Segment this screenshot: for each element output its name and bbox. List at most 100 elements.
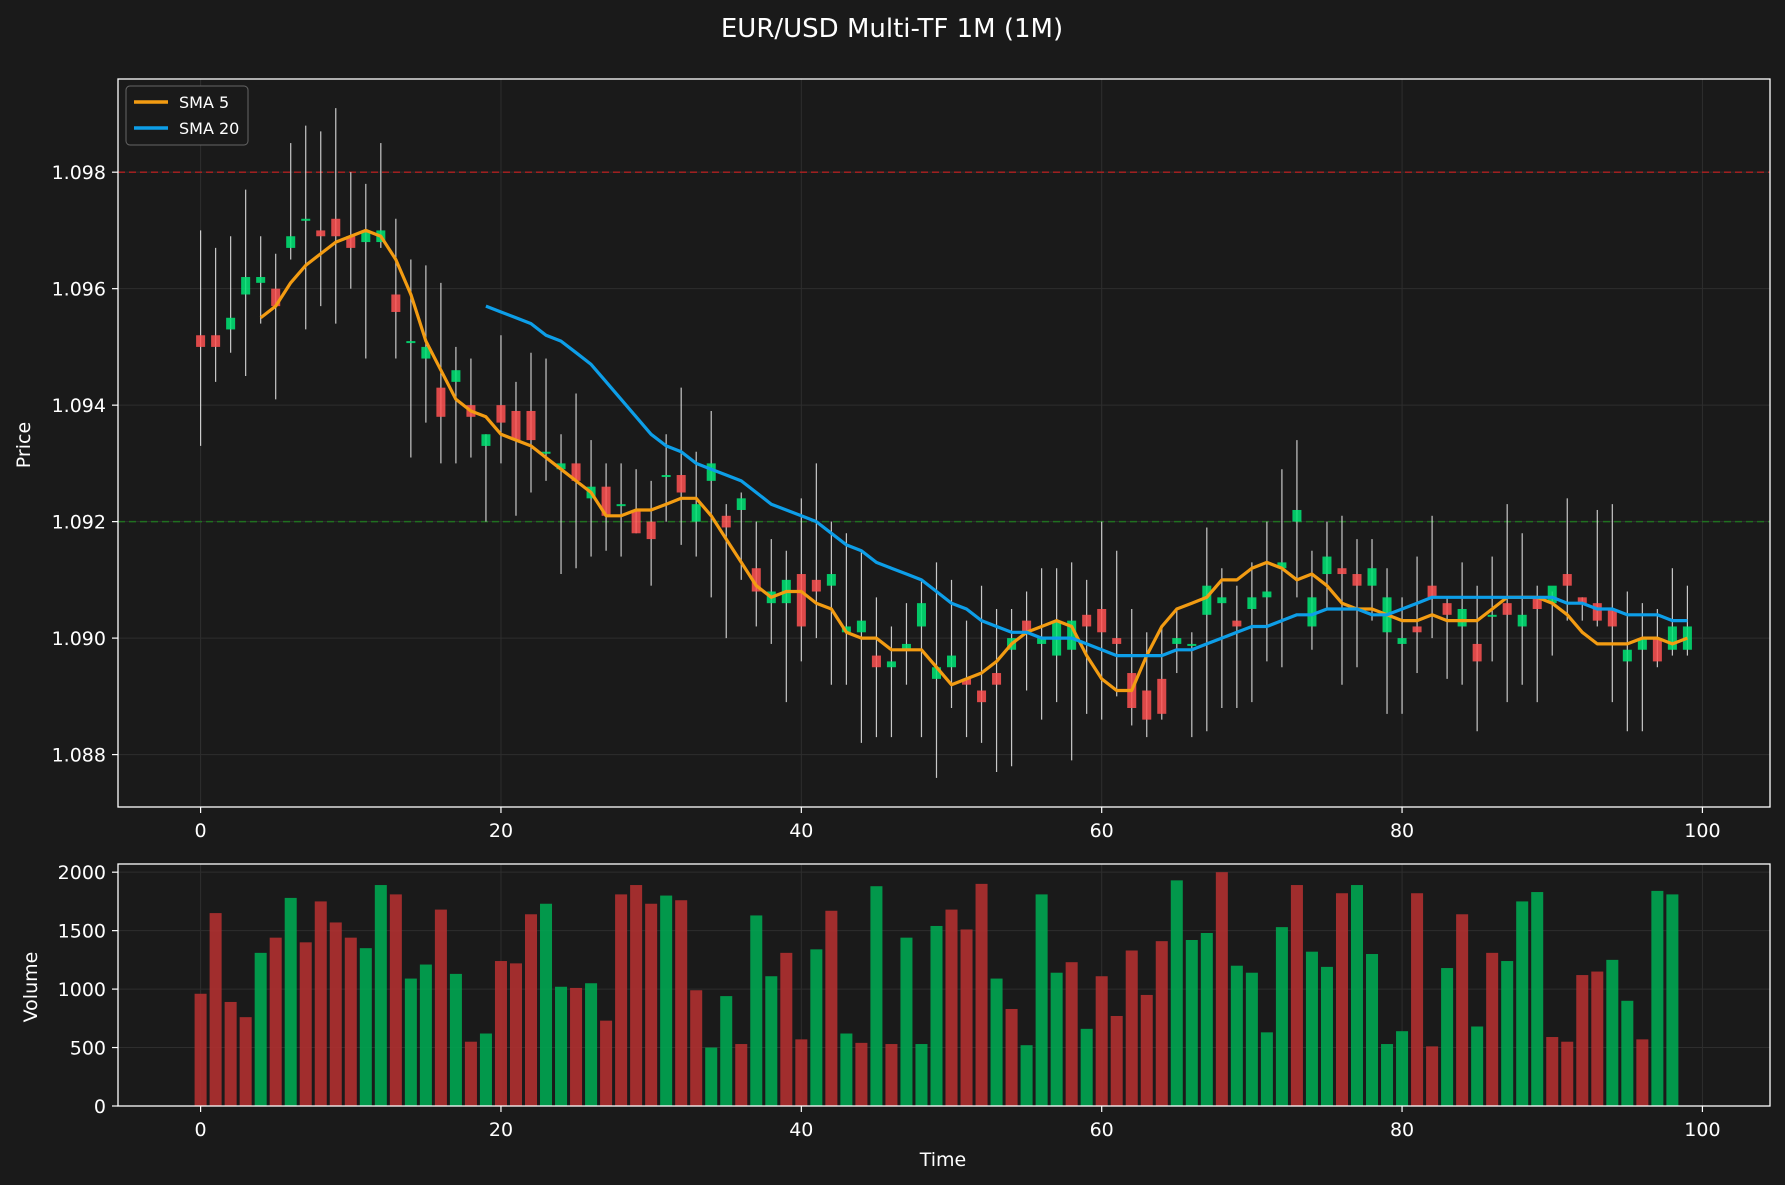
candle — [391, 218, 401, 359]
volume-bar — [1546, 1037, 1559, 1106]
volume-bar — [660, 895, 673, 1106]
candle-body — [1667, 626, 1677, 650]
candle — [1667, 568, 1677, 656]
candle-body — [1532, 597, 1542, 609]
candle-body — [1502, 603, 1512, 615]
candle-body — [1352, 574, 1362, 586]
y-tick-label: 1.090 — [52, 628, 106, 650]
volume-bar — [555, 986, 568, 1106]
candle — [1472, 585, 1482, 732]
candle — [1157, 626, 1167, 720]
volume-bar — [1290, 885, 1303, 1106]
candle-body — [1277, 562, 1287, 569]
candle-body — [1187, 643, 1197, 646]
candle — [886, 626, 896, 738]
candle — [1517, 533, 1527, 685]
candle-body — [361, 230, 371, 243]
volume-bar — [1486, 952, 1499, 1106]
volume-bar — [254, 952, 267, 1106]
y-tick-label: 1.094 — [52, 395, 106, 417]
candle-body — [286, 236, 296, 248]
volume-bar — [915, 1044, 928, 1106]
x-tick-label: 20 — [489, 820, 513, 842]
volume-bar — [750, 915, 763, 1106]
candle — [736, 492, 746, 580]
volume-bar — [1305, 951, 1318, 1106]
legend: SMA 5 SMA 20 — [125, 85, 249, 146]
price-y-axis-label: Price — [13, 422, 35, 468]
volume-bar — [1456, 914, 1469, 1106]
candle — [1082, 579, 1092, 714]
candle-body — [541, 451, 551, 454]
candle-body — [977, 690, 987, 703]
volume-x-axis: 0 20 40 60 80 100 — [195, 1106, 1721, 1141]
candle-body — [1577, 597, 1587, 604]
candle — [301, 125, 311, 330]
volume-bar — [1501, 961, 1514, 1106]
candle-body — [871, 655, 881, 668]
volume-bar — [1531, 892, 1544, 1106]
candle-body — [346, 236, 356, 248]
volume-bar — [780, 952, 793, 1106]
candle-body — [721, 515, 731, 528]
candle-body — [1562, 574, 1572, 586]
sma-lines — [259, 228, 1688, 693]
candle — [196, 230, 206, 446]
volume-bar — [870, 886, 883, 1106]
x-tick-label: 0 — [195, 1119, 207, 1141]
candle-body — [631, 509, 641, 534]
x-tick-label: 40 — [789, 820, 813, 842]
candle — [451, 346, 461, 464]
volume-bar — [224, 1001, 237, 1106]
candle-body — [496, 405, 506, 423]
candle — [526, 352, 536, 493]
candle — [286, 143, 296, 260]
candle — [1562, 498, 1572, 621]
candle — [1592, 509, 1602, 627]
candle — [1502, 504, 1512, 703]
candle-body — [511, 410, 521, 441]
candle — [1202, 527, 1212, 732]
candle — [316, 131, 326, 307]
x-tick-label: 60 — [1090, 1119, 1114, 1141]
candle-body — [211, 335, 221, 347]
volume-bar — [1125, 950, 1138, 1106]
candle — [541, 358, 551, 481]
candle — [1142, 632, 1152, 738]
candle-body — [1142, 690, 1152, 720]
volume-bar — [239, 1017, 252, 1106]
candle — [1607, 504, 1617, 703]
candle — [1427, 515, 1437, 639]
volume-bar — [1020, 1045, 1033, 1106]
y-tick-label: 1.096 — [52, 279, 106, 301]
candle-body — [1217, 597, 1227, 604]
candle — [1097, 521, 1107, 720]
sma20-line — [485, 304, 1688, 658]
candle-body — [1022, 620, 1032, 633]
volume-bar — [329, 922, 342, 1106]
volume-bar — [1140, 994, 1153, 1106]
candle-body — [406, 341, 416, 344]
candle — [346, 172, 356, 289]
candle — [1022, 591, 1032, 691]
candle-body — [1247, 597, 1257, 609]
volume-bar — [855, 1042, 868, 1106]
candle — [992, 608, 1002, 773]
x-tick-label: 0 — [195, 820, 207, 842]
volume-bar — [194, 993, 207, 1106]
volume-bar — [404, 978, 417, 1106]
candle-body — [1457, 608, 1467, 627]
x-tick-label: 20 — [489, 1119, 513, 1141]
volume-bar — [945, 909, 958, 1106]
volume-bar — [434, 909, 447, 1106]
volume-bar — [585, 983, 598, 1106]
candle-body — [691, 504, 701, 522]
volume-bar — [1471, 1026, 1484, 1106]
candle-body — [1037, 638, 1047, 644]
volume-bar — [1381, 1044, 1394, 1106]
volume-bar — [615, 894, 628, 1106]
volume-bar — [1050, 972, 1063, 1106]
candle — [1322, 521, 1332, 609]
volume-bar — [570, 987, 583, 1106]
